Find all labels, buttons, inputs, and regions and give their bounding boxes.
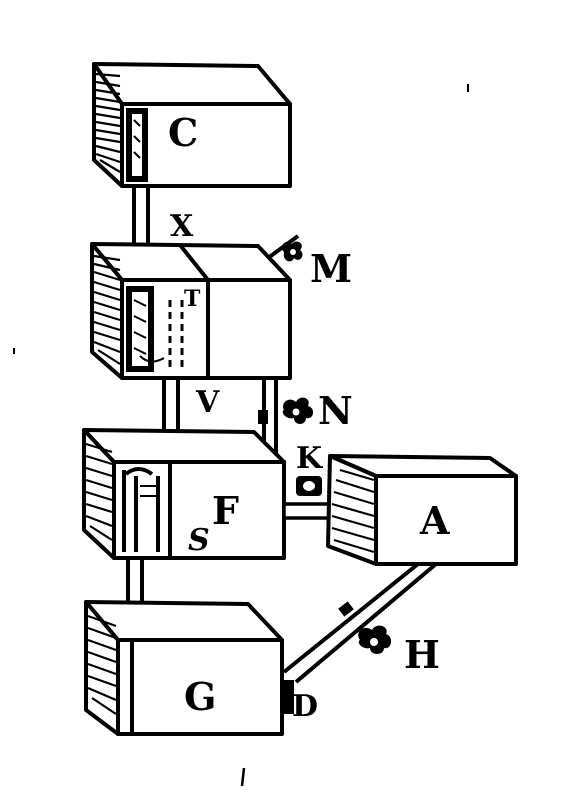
label-v: V — [195, 385, 220, 420]
block-f — [82, 428, 286, 560]
label-k: K — [296, 441, 323, 476]
label-a: A — [419, 498, 450, 543]
block-t — [90, 242, 292, 380]
label-m: M — [310, 246, 352, 291]
hatch-c — [95, 72, 121, 173]
hatch-a — [331, 468, 375, 554]
block-c — [92, 62, 292, 188]
handle-m — [266, 234, 303, 262]
label-f: F — [212, 488, 239, 533]
hatch-g — [87, 614, 117, 715]
block-a — [326, 454, 518, 566]
label-d: D — [292, 689, 318, 724]
shaft-h — [282, 562, 438, 684]
label-x: X — [170, 209, 194, 244]
block-g — [84, 600, 284, 736]
specks — [13, 84, 469, 787]
hatch-f — [85, 442, 113, 541]
label-c: C — [168, 110, 198, 155]
hatch-t — [93, 254, 121, 365]
label-h: H — [404, 632, 440, 677]
label-g: G — [184, 674, 216, 719]
label-s: S — [188, 523, 210, 558]
handle-h — [358, 625, 392, 654]
stub-d — [282, 680, 294, 714]
label-t: T — [184, 286, 201, 312]
label-n: N — [318, 388, 353, 433]
handle-n — [282, 397, 314, 424]
